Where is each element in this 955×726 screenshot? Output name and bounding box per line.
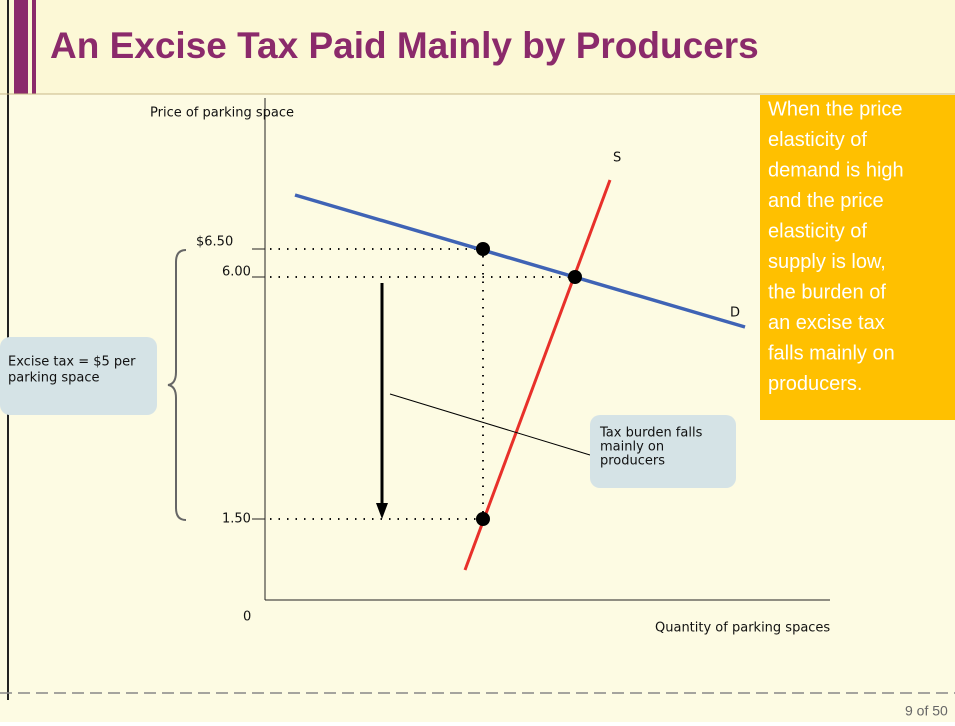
note-text: When the price (768, 98, 903, 120)
note-text: supply is low, (768, 251, 886, 273)
title-accent (14, 0, 28, 94)
origin-label: 0 (243, 610, 251, 625)
y-axis-label: Price of parking space (150, 106, 294, 121)
tax-arrow-head (376, 503, 388, 519)
tax-box-text: Excise tax = $5 per (8, 355, 136, 370)
brace (167, 249, 187, 521)
callout-box (590, 415, 736, 488)
title-bar (0, 0, 955, 94)
note-text: elasticity of (768, 220, 867, 242)
callout-text: Tax burden falls (599, 426, 703, 441)
price-label: 6.00 (222, 265, 251, 280)
note-box (760, 95, 955, 420)
note-text: an excise tax (768, 312, 885, 334)
x-axis-label: Quantity of parking spaces (655, 621, 830, 636)
title: An Excise Tax Paid Mainly by Producers (50, 25, 759, 66)
supply-curve (463, 179, 612, 571)
point (476, 242, 490, 256)
note-text: falls mainly on (768, 342, 895, 364)
supply-label: S (613, 151, 621, 166)
price-label: $6.50 (196, 235, 233, 250)
note-text: and the price (768, 190, 884, 212)
note-text: demand is high (768, 159, 904, 181)
note-text: the burden of (768, 281, 886, 303)
demand-curve (294, 193, 746, 329)
note-text: elasticity of (768, 129, 867, 151)
note-text: producers. (768, 373, 863, 395)
price-label: 1.50 (222, 512, 251, 527)
tax-box (0, 337, 157, 415)
tax-box-text: parking space (8, 371, 99, 386)
point (568, 270, 582, 284)
leader-line (389, 393, 591, 456)
page-number: 9 of 50 (905, 703, 948, 719)
point (476, 512, 490, 526)
callout-text: mainly on (600, 440, 664, 455)
demand-label: D (730, 306, 740, 321)
callout-text: producers (600, 454, 665, 469)
title-accent (32, 0, 36, 94)
